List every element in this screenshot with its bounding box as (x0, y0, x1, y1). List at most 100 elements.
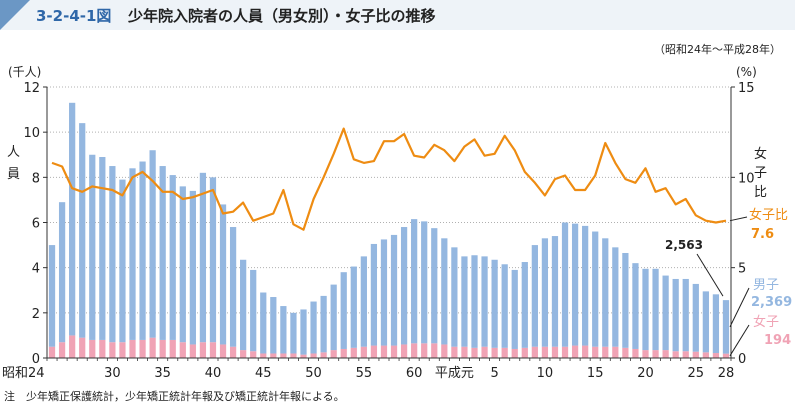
bar-female (129, 339, 136, 358)
x-tick-label: 55 (356, 366, 373, 381)
left-tick-label: 12 (23, 81, 40, 96)
bar-female (199, 342, 207, 358)
bar-male (340, 272, 347, 349)
x-tick-label: 平成元 (435, 366, 474, 381)
bar-male (330, 284, 337, 351)
bar-male (712, 294, 720, 354)
bar-female (209, 342, 217, 358)
bar-male (582, 225, 589, 346)
bar-male (662, 275, 669, 351)
bar-female (89, 339, 96, 358)
bar-male (300, 309, 307, 355)
bar-female (652, 350, 659, 358)
bar-female (602, 346, 609, 358)
bar-female (280, 353, 287, 358)
bar-female (642, 350, 649, 358)
bar-male (109, 166, 116, 343)
x-tick-label: 60 (406, 366, 423, 381)
bar-female (58, 342, 66, 358)
bar-female (320, 352, 327, 358)
bars (48, 102, 730, 358)
bar-male (682, 278, 689, 352)
male-legend: 男子 (753, 278, 779, 293)
bar-male (48, 245, 56, 347)
bar-male (69, 102, 76, 336)
x-tick-label: 昭和24 (2, 366, 45, 381)
bar-male (501, 264, 508, 348)
bar-female (622, 347, 629, 358)
bar-male (119, 179, 126, 343)
male-total-arrow (696, 253, 724, 297)
ratio-leader (729, 216, 748, 222)
bar-male (531, 245, 538, 347)
right-side-label: 比 (754, 185, 767, 200)
bar-female (350, 347, 357, 358)
footnote: 注 少年矯正保護統計，少年矯正統計年報及び矯正統計年報による。 (4, 390, 345, 403)
bar-female (370, 345, 378, 358)
figure-id: 3-2-4-1図 (36, 7, 112, 25)
bar-female (582, 345, 589, 358)
ratio-polyline (51, 127, 727, 231)
bar-male (561, 222, 569, 347)
figure-header: 3-2-4-1図 少年院入院者の人員（男女別）・女子比の推移 (0, 0, 795, 30)
right-axis-unit: (%) (736, 65, 757, 79)
bar-male (702, 291, 709, 353)
bar-female (109, 342, 116, 358)
bar-female (662, 350, 669, 358)
bar-male (199, 172, 207, 343)
bar-female (119, 342, 126, 358)
x-tick-label: 15 (587, 366, 604, 381)
left-tick-label: 10 (23, 126, 40, 141)
bar-female (571, 345, 579, 358)
bar-female (441, 344, 448, 358)
bar-male (79, 123, 86, 338)
bar-female (310, 353, 317, 358)
annotations: 2,563 女子比 7.6 男子 2,369 女子 194 (665, 207, 792, 357)
x-tick-label: 40 (205, 366, 222, 381)
left-axis-unit: (千人) (8, 65, 41, 79)
bar-male (461, 256, 468, 347)
bar-male (390, 234, 398, 346)
ratio-legend: 女子比 (749, 207, 788, 223)
bar-male (89, 154, 96, 340)
bar-female (340, 348, 347, 358)
bar-female (521, 347, 528, 358)
axes: 0 2 4 6 8 10 12 0 5 10 15 昭和24 30 35 40 45 50 55 60 平成元 5 10 1… (2, 65, 767, 381)
bar-male (320, 295, 327, 353)
bar-male (209, 177, 217, 343)
bar-female (229, 346, 237, 358)
bar-male (129, 168, 136, 340)
bar-male (189, 190, 196, 345)
bar-male (622, 252, 629, 348)
female-value: 194 (764, 333, 791, 348)
x-tick-label: 25 (688, 366, 705, 381)
bar-female (240, 350, 247, 358)
bar-male (400, 227, 408, 345)
bar-female (219, 344, 227, 358)
bar-female (461, 346, 468, 358)
left-side-label: 人 (7, 145, 20, 160)
right-tick-label: 10 (738, 171, 755, 186)
bar-male (310, 301, 317, 354)
bar-female (69, 335, 76, 358)
bar-female (79, 337, 86, 358)
bar-female (501, 347, 508, 358)
x-tick-label: 20 (637, 366, 654, 381)
bar-male (632, 263, 639, 349)
bar-female (451, 346, 458, 358)
bar-female (491, 347, 498, 358)
header-corner-mark (0, 0, 30, 30)
bar-male (240, 259, 247, 351)
bar-female (541, 346, 549, 358)
bar-male (471, 255, 478, 348)
bar-male (571, 223, 579, 346)
bar-female (390, 345, 398, 358)
bar-male (592, 231, 599, 347)
right-tick-label: 0 (738, 352, 746, 367)
bar-female (159, 339, 166, 358)
bar-female (290, 353, 297, 358)
bar-female (411, 343, 418, 358)
bar-female (632, 348, 639, 358)
left-tick-label: 6 (32, 217, 40, 232)
x-tick-label: 50 (305, 366, 322, 381)
